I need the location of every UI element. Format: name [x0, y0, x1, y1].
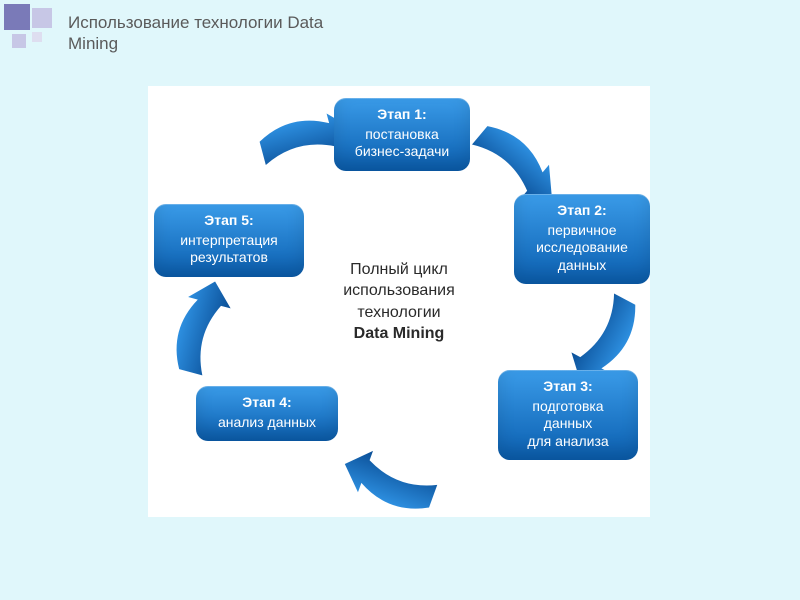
- stage5: Этап 5: интерпретациярезультатов: [154, 204, 304, 277]
- stage-desc: первичное: [547, 222, 616, 238]
- cycle-arrow: [170, 276, 237, 378]
- center-label: Полный цикл использования технологии Dat…: [299, 258, 499, 344]
- slide-title: Использование технологии Data Mining: [68, 12, 760, 55]
- stage3: Этап 3: подготовкаданных для анализа: [498, 370, 638, 460]
- stage-desc: для анализа: [527, 433, 608, 449]
- diagram-container: Полный цикл использования технологии Dat…: [148, 86, 650, 517]
- center-line4: Data Mining: [354, 325, 445, 342]
- stage-desc: анализ данных: [218, 414, 316, 430]
- deco-square: [32, 32, 42, 42]
- center-line1: Полный цикл: [350, 260, 448, 277]
- stage-desc: постановка: [365, 126, 439, 142]
- stage-desc: данных: [544, 415, 592, 431]
- stage-desc: интерпретация: [180, 232, 278, 248]
- stage1: Этап 1: постановкабизнес-задачи: [334, 98, 470, 171]
- stage4: Этап 4: анализ данных: [196, 386, 338, 441]
- title-line1: Использование технологии Data: [68, 13, 323, 32]
- stage-desc: бизнес-задачи: [355, 143, 449, 159]
- stage-label: Этап 2:: [526, 202, 638, 220]
- corner-decoration: [4, 4, 60, 60]
- stage-label: Этап 3:: [510, 378, 626, 396]
- center-line2: использования: [343, 282, 455, 299]
- stage-desc: исследование: [536, 239, 628, 255]
- title-line2: Mining: [68, 34, 118, 53]
- deco-square: [4, 4, 30, 30]
- stage-desc: данных: [558, 257, 606, 273]
- deco-square: [12, 34, 26, 48]
- stage-label: Этап 4:: [208, 394, 326, 412]
- center-line3: технологии: [357, 304, 440, 321]
- stage-desc: результатов: [190, 249, 268, 265]
- cycle-diagram: Полный цикл использования технологии Dat…: [148, 86, 650, 517]
- stage-desc: подготовка: [532, 398, 603, 414]
- deco-square: [32, 8, 52, 28]
- stage2: Этап 2: первичноеисследование данных: [514, 194, 650, 284]
- stage-label: Этап 1:: [346, 106, 458, 124]
- cycle-arrow: [337, 443, 440, 516]
- stage-label: Этап 5:: [166, 212, 292, 230]
